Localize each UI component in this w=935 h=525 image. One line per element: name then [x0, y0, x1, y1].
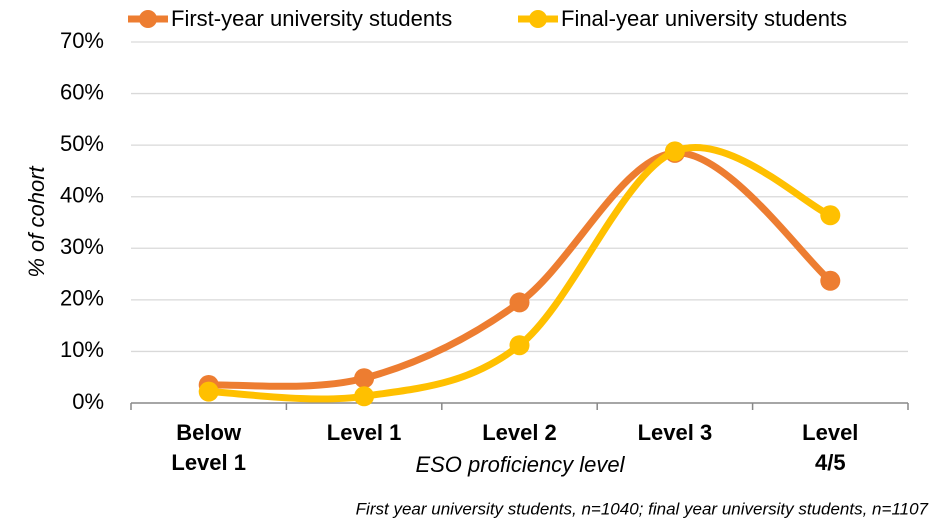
footnote: First year university students, n=1040; … [356, 499, 929, 518]
legend-label: Final-year university students [561, 6, 847, 31]
data-point [509, 335, 530, 356]
data-point [354, 386, 375, 407]
y-tick-label: 40% [60, 183, 104, 208]
legend-swatch-marker [529, 10, 547, 28]
legend-label: First-year university students [171, 6, 452, 31]
x-tick-label: Below Level 1 [171, 420, 246, 475]
x-tick-label: Level 4/5 [802, 420, 859, 475]
y-tick-label: 30% [60, 234, 104, 259]
data-point [354, 368, 375, 389]
data-point [664, 141, 685, 162]
data-point [198, 381, 219, 402]
y-tick-label: 70% [60, 28, 104, 53]
x-tick-label-box: Level 4/5 [802, 420, 859, 475]
x-tick-label: Level 2 [482, 420, 557, 445]
x-tick-label-box: Below Level 1 [171, 420, 246, 475]
y-tick-label: 0% [72, 389, 104, 414]
y-tick-label: 20% [60, 286, 104, 311]
x-tick-label: Level 3 [637, 420, 713, 445]
data-point [820, 205, 841, 226]
y-tick-label: 60% [60, 79, 104, 104]
legend-swatch-marker [139, 10, 157, 28]
y-axis-label: % of cohort [24, 165, 49, 277]
x-axis-label: ESO proficiency level [415, 452, 625, 477]
y-tick-label: 50% [60, 131, 104, 156]
x-tick-label: Level 1 [326, 420, 402, 445]
data-point [820, 270, 841, 291]
data-point [509, 292, 530, 313]
series-line [205, 149, 834, 390]
y-tick-label: 10% [60, 337, 104, 362]
series-line [205, 143, 834, 403]
x-tick-label-box: Level 3 [637, 420, 713, 445]
x-tick-label-box: Level 2 [482, 420, 557, 445]
x-tick-label-box: Level 1 [326, 420, 402, 445]
